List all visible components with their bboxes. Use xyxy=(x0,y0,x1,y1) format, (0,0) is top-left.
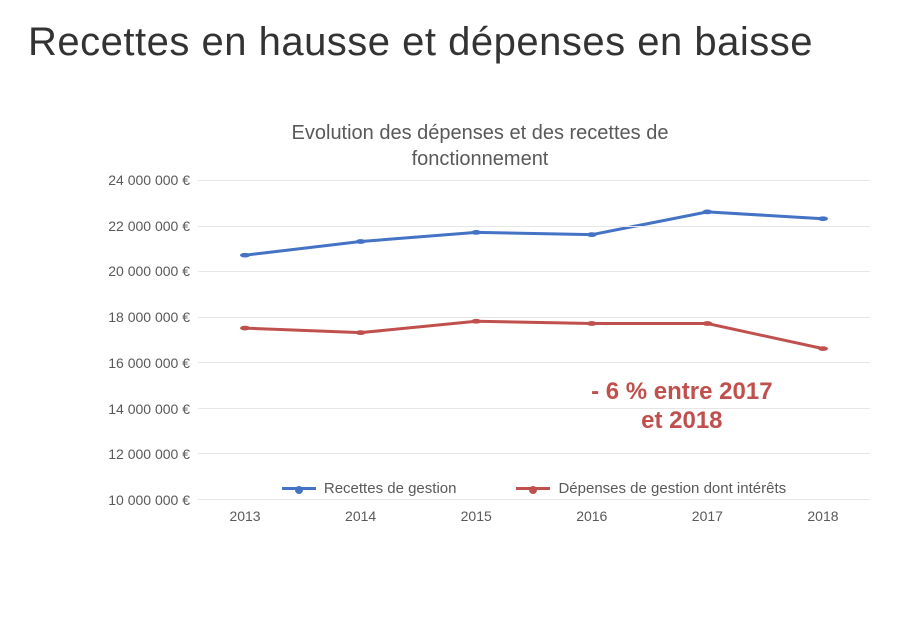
series-marker-1-2 xyxy=(471,319,481,324)
chart-title-line1: Evolution des dépenses et des recettes d… xyxy=(292,122,669,144)
chart-lines xyxy=(198,180,870,499)
y-tick-label: 14 000 000 € xyxy=(108,401,190,417)
x-tick-label: 2013 xyxy=(229,508,260,524)
series-marker-0-4 xyxy=(702,210,712,215)
chart-title-line2: fonctionnement xyxy=(412,148,549,170)
y-tick-label: 18 000 000 € xyxy=(108,309,190,325)
gridline xyxy=(198,180,870,181)
series-marker-0-1 xyxy=(356,239,366,244)
page-title: Recettes en hausse et dépenses en baisse xyxy=(28,20,813,65)
x-axis: 2013 2014 2015 2016 2017 2018 xyxy=(198,500,870,530)
series-marker-1-5 xyxy=(818,346,828,351)
series-line-0 xyxy=(245,212,823,255)
x-tick-label: 2018 xyxy=(807,508,838,524)
legend-swatch-icon xyxy=(282,487,316,490)
x-tick-label: 2016 xyxy=(576,508,607,524)
legend-swatch-icon xyxy=(516,487,550,490)
legend-label: Dépenses de gestion dont intérêts xyxy=(558,480,786,497)
x-tick-label: 2015 xyxy=(461,508,492,524)
y-tick-label: 22 000 000 € xyxy=(108,218,190,234)
y-tick-label: 20 000 000 € xyxy=(108,263,190,279)
series-marker-0-2 xyxy=(471,230,481,235)
plot-area: - 6 % entre 2017 et 2018 xyxy=(198,180,870,500)
legend: Recettes de gestion Dépenses de gestion d… xyxy=(198,480,870,497)
chart-title: Evolution des dépenses et des recettes d… xyxy=(80,120,880,172)
y-tick-label: 12 000 000 € xyxy=(108,446,190,462)
y-tick-label: 24 000 000 € xyxy=(108,172,190,188)
x-tick-label: 2017 xyxy=(692,508,723,524)
series-marker-0-3 xyxy=(587,232,597,237)
series-marker-1-3 xyxy=(587,321,597,326)
annotation: - 6 % entre 2017 et 2018 xyxy=(591,378,772,436)
series-marker-1-0 xyxy=(240,326,250,331)
annotation-line1: - 6 % entre 2017 xyxy=(591,378,772,405)
slide: Recettes en hausse et dépenses en baisse… xyxy=(0,0,920,629)
legend-label: Recettes de gestion xyxy=(324,480,457,497)
y-tick-label: 16 000 000 € xyxy=(108,355,190,371)
y-tick-label: 10 000 000 € xyxy=(108,492,190,508)
gridline xyxy=(198,362,870,363)
x-tick-label: 2014 xyxy=(345,508,376,524)
chart: Evolution des dépenses et des recettes d… xyxy=(80,120,880,600)
series-line-1 xyxy=(245,321,823,348)
plot: 10 000 000 €12 000 000 €14 000 000 €16 0… xyxy=(80,180,880,500)
series-marker-0-5 xyxy=(818,216,828,221)
series-marker-1-1 xyxy=(356,330,366,335)
gridline xyxy=(198,271,870,272)
gridline xyxy=(198,226,870,227)
gridline xyxy=(198,408,870,409)
series-marker-0-0 xyxy=(240,253,250,258)
legend-item-1: Dépenses de gestion dont intérêts xyxy=(516,480,786,497)
annotation-line2: et 2018 xyxy=(641,407,722,434)
gridline xyxy=(198,317,870,318)
y-axis: 10 000 000 €12 000 000 €14 000 000 €16 0… xyxy=(80,180,190,500)
gridline xyxy=(198,453,870,454)
legend-item-0: Recettes de gestion xyxy=(282,480,457,497)
series-marker-1-4 xyxy=(702,321,712,326)
